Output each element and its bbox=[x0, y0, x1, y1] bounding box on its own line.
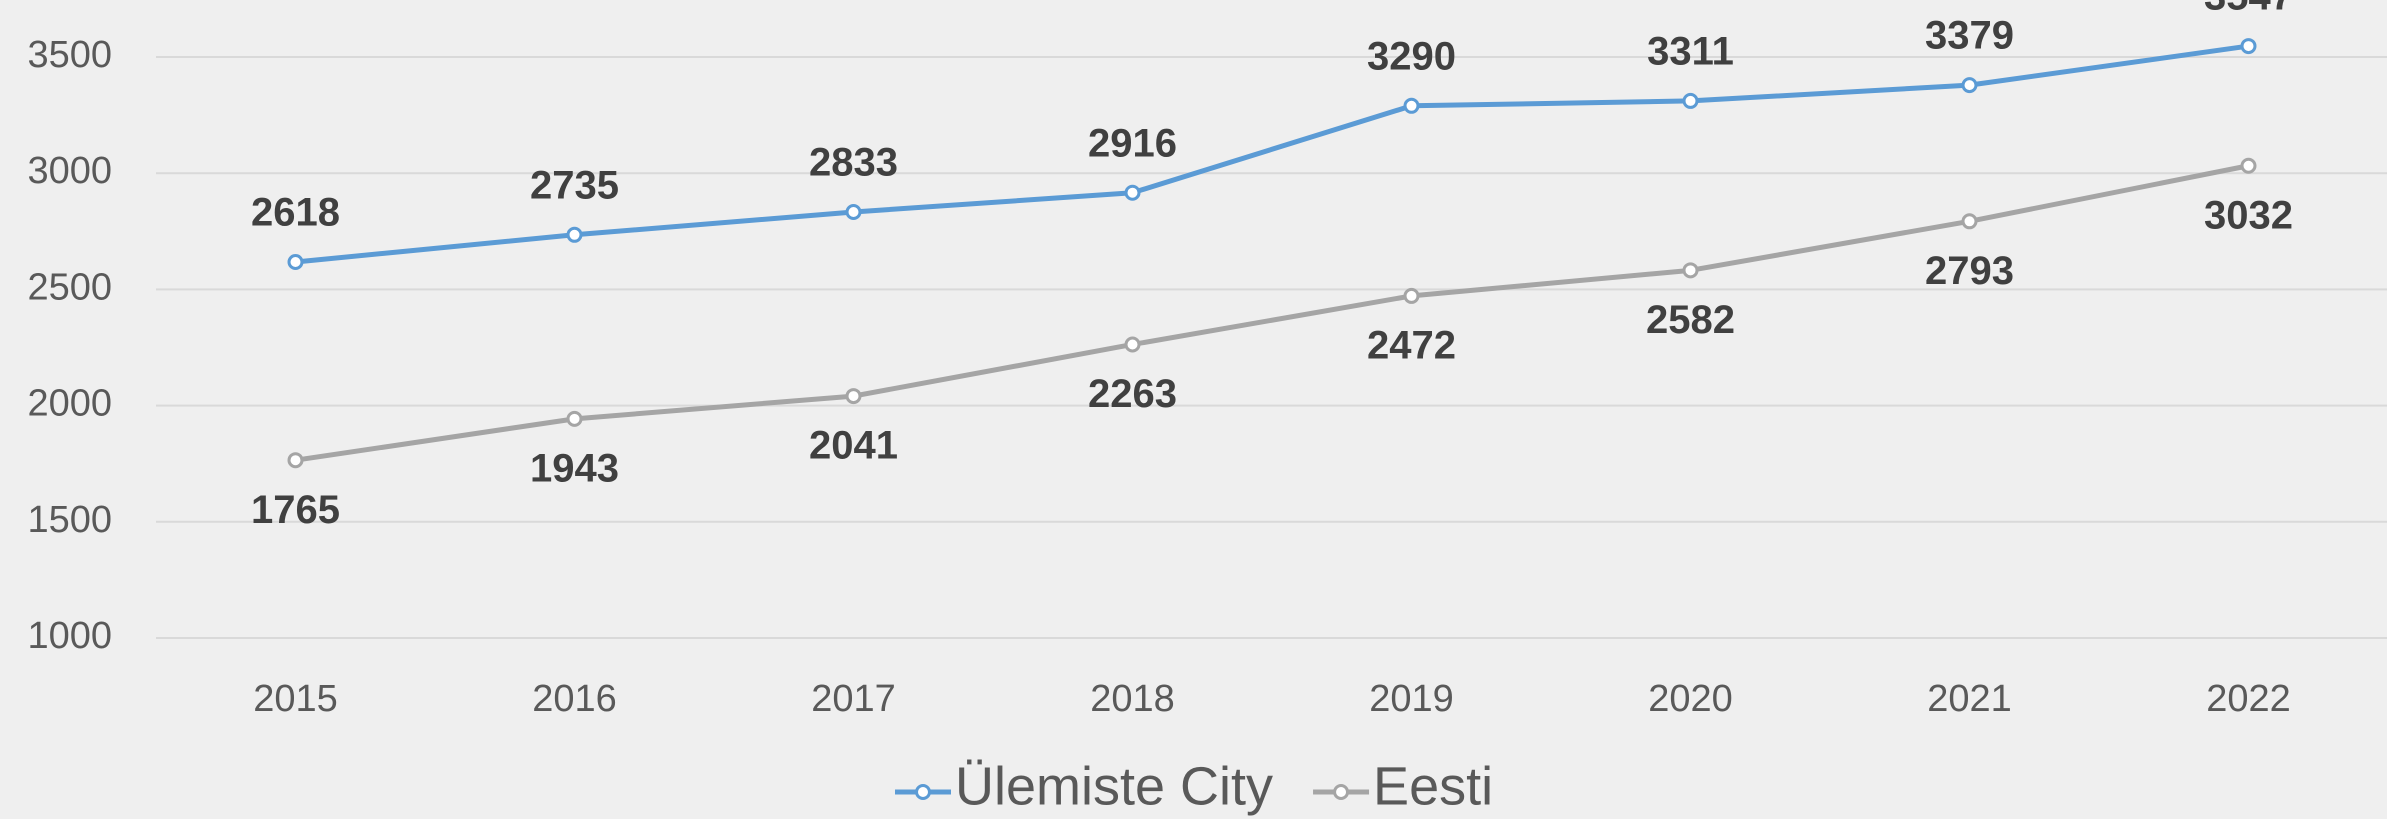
data-label: 3379 bbox=[1925, 14, 2014, 58]
x-tick-label: 2016 bbox=[532, 678, 617, 720]
x-tick-label: 2021 bbox=[1927, 678, 2012, 720]
point bbox=[845, 204, 862, 221]
point bbox=[845, 388, 862, 405]
y-tick-label: 3500 bbox=[27, 34, 112, 76]
y-tick-label: 1000 bbox=[27, 615, 112, 657]
point bbox=[1403, 97, 1420, 114]
data-label: 2618 bbox=[251, 191, 340, 235]
point bbox=[2240, 157, 2257, 174]
y-tick-label: 1500 bbox=[27, 499, 112, 541]
data-label: 2735 bbox=[530, 163, 619, 207]
point bbox=[566, 410, 583, 427]
x-tick-label: 2019 bbox=[1369, 678, 1454, 720]
legend-label: Ülemiste City bbox=[955, 756, 1273, 816]
y-tick-label: 2500 bbox=[27, 266, 112, 308]
data-label: 3547 bbox=[2204, 0, 2293, 19]
y-tick-label: 2000 bbox=[27, 383, 112, 425]
point bbox=[287, 452, 304, 469]
point bbox=[1682, 262, 1699, 279]
x-tick-label: 2018 bbox=[1090, 678, 1175, 720]
point bbox=[287, 253, 304, 270]
series-line bbox=[295, 163, 2249, 463]
point bbox=[2240, 38, 2257, 55]
legend-marker bbox=[1333, 784, 1350, 800]
data-label: 3032 bbox=[2204, 193, 2293, 237]
x-tick-label: 2022 bbox=[2206, 678, 2291, 720]
data-label: 3290 bbox=[1367, 34, 1456, 78]
data-label: 2916 bbox=[1088, 121, 1177, 165]
data-label: 3311 bbox=[1647, 29, 1734, 73]
x-tick-label: 2020 bbox=[1648, 678, 1733, 720]
data-label: 2472 bbox=[1367, 323, 1456, 367]
data-label: 2582 bbox=[1646, 298, 1735, 342]
legend-label: Eesti bbox=[1373, 756, 1493, 816]
point bbox=[566, 226, 583, 243]
legend-marker bbox=[915, 784, 931, 800]
point bbox=[1961, 77, 1978, 94]
data-label: 2263 bbox=[1088, 372, 1177, 416]
x-tick-label: 2015 bbox=[253, 678, 338, 720]
point bbox=[1961, 213, 1978, 230]
data-label: 2793 bbox=[1925, 249, 2014, 293]
point bbox=[1124, 184, 1141, 201]
data-label: 1943 bbox=[530, 446, 619, 490]
point bbox=[1124, 336, 1141, 353]
data-label: 1765 bbox=[251, 488, 340, 532]
series-line bbox=[295, 43, 2249, 265]
x-tick-label: 2017 bbox=[811, 678, 896, 720]
point bbox=[1403, 287, 1420, 304]
point bbox=[1682, 92, 1699, 109]
data-label: 2041 bbox=[809, 424, 898, 468]
y-tick-label: 3000 bbox=[27, 150, 112, 192]
data-label: 2833 bbox=[809, 141, 898, 185]
